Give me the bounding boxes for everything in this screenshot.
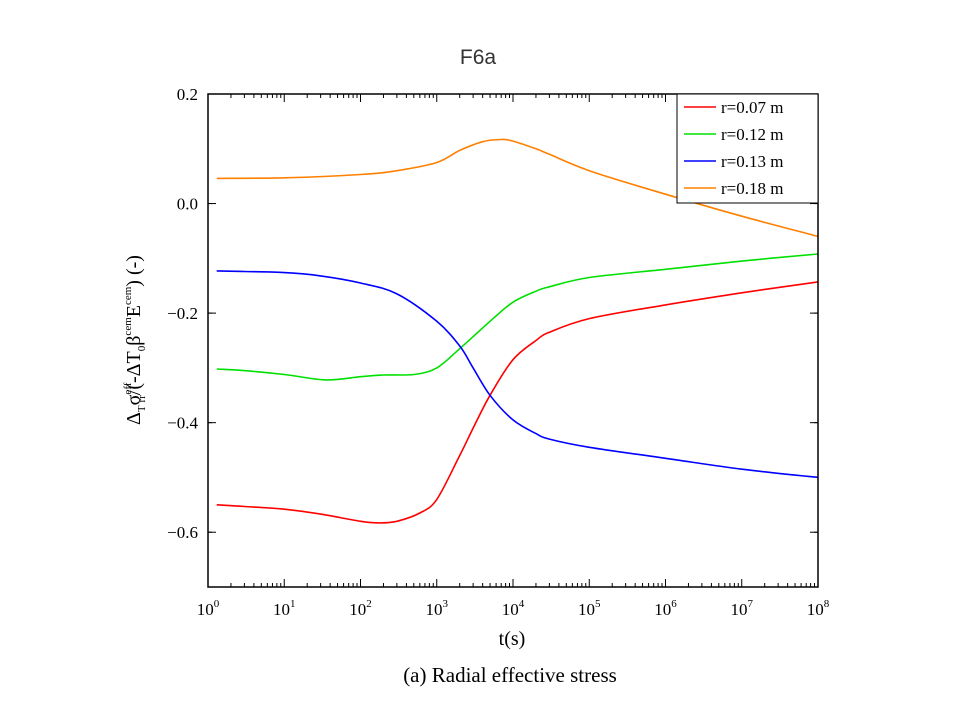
legend-label-1: r=0.07 m (721, 98, 783, 117)
y-tick-label: −0.2 (167, 304, 198, 323)
series-layer (216, 138, 819, 524)
figure-caption: (a) Radial effective stress (403, 663, 617, 687)
legend-box (676, 93, 819, 204)
x-tick-label: 104 (502, 598, 525, 619)
ticks-layer: 100 101 102 103 104 105 106 107 108 0.2 0.0 −0.2 −0.… (167, 85, 830, 619)
y-tick-label: −0.4 (167, 414, 198, 433)
x-tick-label: 108 (807, 598, 830, 619)
series-line-1 (216, 281, 819, 524)
legend-items: r=0.07 m r=0.12 m r=0.13 m r=0.18 m (684, 98, 783, 198)
x-tick-label: 106 (654, 598, 677, 619)
x-tick-label: 101 (273, 598, 296, 619)
series-line-4 (216, 138, 819, 238)
x-tick-label: 105 (578, 598, 601, 619)
x-tick-label: 102 (349, 598, 372, 619)
x-tick-label: 107 (731, 598, 754, 619)
y-tick-label: 0.0 (177, 195, 198, 214)
x-axis-label: t(s) (499, 628, 526, 650)
legend: r=0.07 m r=0.12 m r=0.13 m r=0.18 m (676, 93, 819, 204)
x-tick-label: 100 (197, 598, 220, 619)
y-axis-label: ΔTσeffrr/(-ΔT0βcemEcem) (-) (122, 255, 148, 425)
x-tick-label: 103 (426, 598, 449, 619)
y-tick-label: 0.2 (177, 85, 198, 104)
legend-label-3: r=0.13 m (721, 152, 783, 171)
legend-label-2: r=0.12 m (721, 125, 783, 144)
series-line-3 (216, 270, 819, 479)
series-line-2 (216, 253, 819, 381)
legend-label-4: r=0.18 m (721, 179, 783, 198)
chart-title: F6a (460, 46, 497, 69)
y-tick-label: −0.6 (167, 523, 198, 542)
